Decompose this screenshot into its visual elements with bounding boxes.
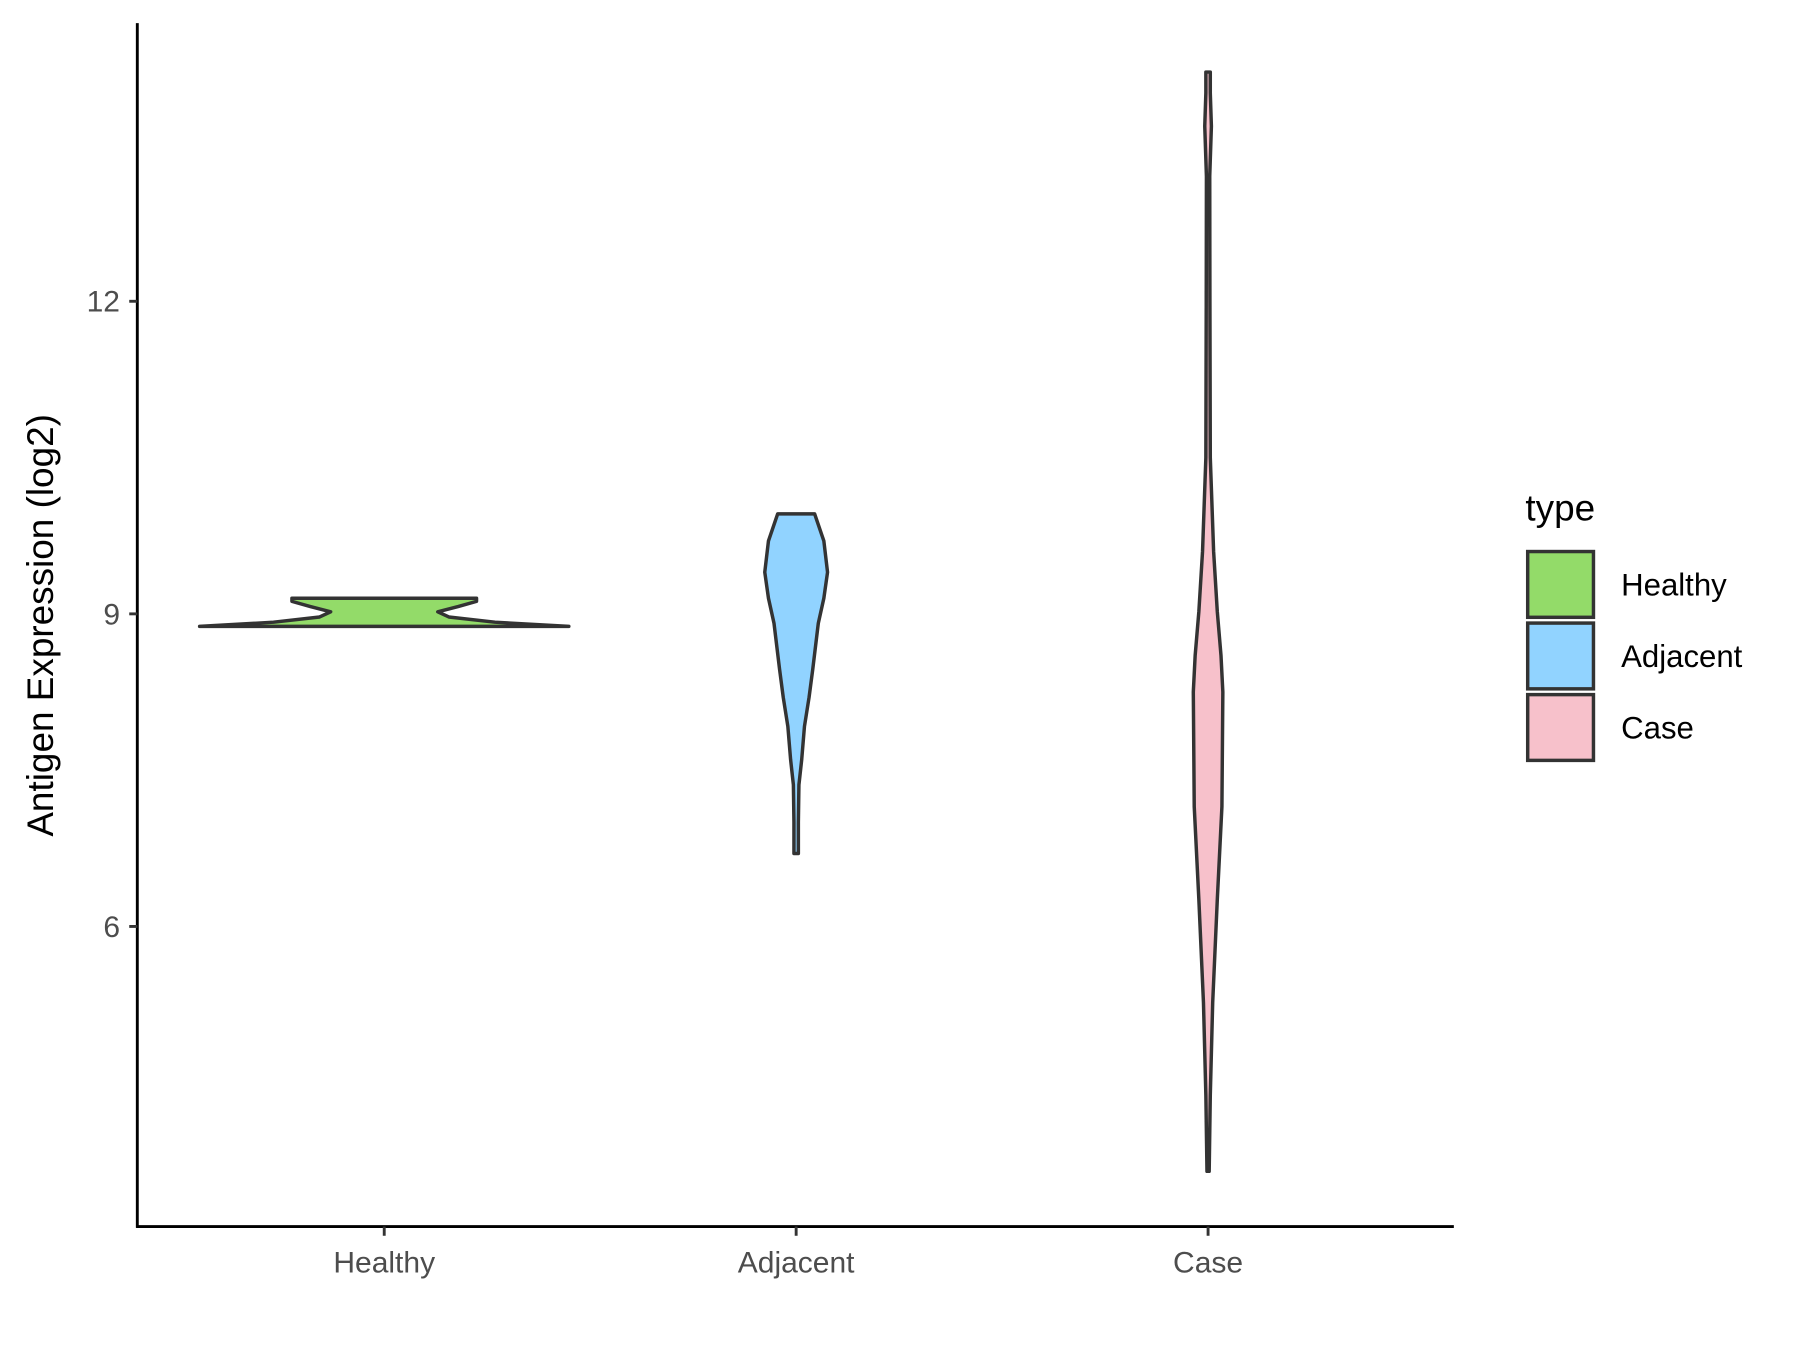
- legend-label: Case: [1621, 710, 1694, 745]
- y-axis-label: Antigen Expression (log2): [20, 414, 61, 837]
- legend-label: Adjacent: [1621, 639, 1743, 674]
- violin-case: [1191, 70, 1225, 1174]
- legend-key-adjacent: [1525, 621, 1596, 691]
- legend-label: Healthy: [1621, 567, 1727, 602]
- x-tick-label: Case: [1173, 1247, 1243, 1280]
- violins: [197, 70, 1225, 1174]
- x-tick-label: Healthy: [333, 1247, 435, 1280]
- legend-key-healthy: [1525, 549, 1596, 620]
- legend: Healthy Adjacent Case: [1525, 549, 1743, 763]
- y-tick-label: 6: [103, 911, 120, 944]
- x-tick-label: Adjacent: [738, 1247, 855, 1280]
- violin-adjacent: [763, 512, 830, 856]
- y-tick-label: 9: [103, 598, 120, 631]
- x-ticks: Healthy Adjacent Case: [333, 1226, 1243, 1280]
- legend-title: type: [1525, 487, 1595, 528]
- legend-key-case: [1525, 692, 1596, 763]
- violin-healthy: [197, 596, 571, 629]
- y-tick-label: 12: [87, 286, 120, 319]
- y-ticks: 6 9 12: [87, 286, 138, 944]
